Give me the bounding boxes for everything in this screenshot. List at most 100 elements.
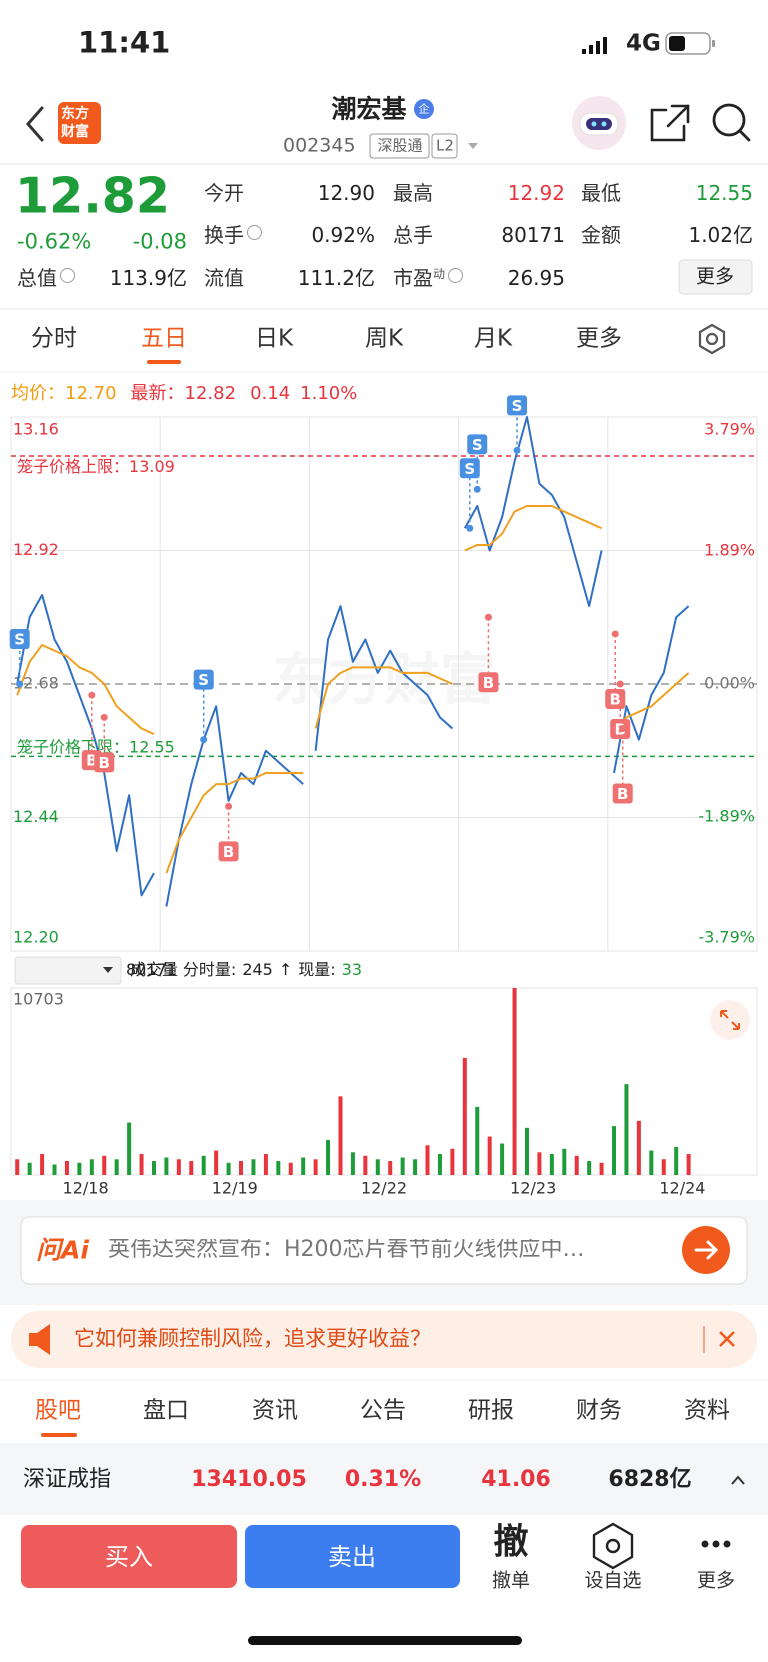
- volume-bar: [487, 1136, 492, 1175]
- volume-bar: [537, 1152, 542, 1175]
- y2-tick-label: -1.89%: [698, 807, 755, 826]
- more-label[interactable]: 更多: [696, 1569, 736, 1592]
- watch-label[interactable]: 设自选: [584, 1569, 642, 1592]
- buy-button[interactable]: [21, 1525, 237, 1588]
- stat-label: 总值: [17, 268, 75, 288]
- trade-side: S: [472, 436, 483, 454]
- tab[interactable]: 分时: [31, 325, 77, 352]
- trade-point: [473, 485, 481, 493]
- stat-label: 流值: [204, 266, 244, 290]
- back-button[interactable]: [26, 106, 44, 142]
- watch-icon[interactable]: [592, 1522, 634, 1570]
- cancel-label[interactable]: 撤单: [491, 1569, 531, 1592]
- limit-label-value: 12.55: [129, 737, 175, 756]
- tab[interactable]: 财务: [576, 1397, 622, 1424]
- expand-button[interactable]: [710, 1000, 750, 1040]
- volume-bar: [214, 1150, 219, 1175]
- badge: 企: [418, 102, 430, 116]
- volume-info-item: 245: [242, 960, 273, 979]
- trade-side: S: [14, 631, 25, 649]
- tab[interactable]: 五日: [141, 325, 187, 352]
- volume-bar: [413, 1159, 418, 1175]
- expand-chevron[interactable]: [731, 1475, 745, 1485]
- volume-bar: [524, 1127, 529, 1175]
- volume-bar: [587, 1161, 592, 1175]
- volume-bar: [15, 1159, 20, 1175]
- volume-info: 80171 分时量: 245 ↑ 现量: 33: [126, 962, 368, 978]
- buy-label[interactable]: 买入: [105, 1543, 153, 1571]
- banner-text[interactable]: 它如何兼顾控制风险，追求更好收益？: [74, 1326, 431, 1351]
- volume-bar: [549, 1154, 554, 1175]
- volume-bar: [500, 1143, 505, 1175]
- ai-prompt[interactable]: 英伟达突然宣布：H200芯片春节前火线供应中…: [108, 1239, 585, 1261]
- volume-bar: [27, 1162, 32, 1175]
- search-button[interactable]: [712, 103, 751, 142]
- volume-selector[interactable]: [14, 956, 122, 985]
- stat-value: 12.90: [317, 181, 375, 205]
- volume-bar: [375, 1159, 380, 1175]
- stat-label: 总手: [393, 223, 433, 247]
- close-button[interactable]: [719, 1331, 735, 1347]
- cancel-icon[interactable]: 撤: [493, 1522, 529, 1563]
- trade-badge: [507, 395, 528, 416]
- volume-bar: [674, 1147, 679, 1175]
- volume-bar: [425, 1145, 430, 1175]
- volume-info-item: 现量:: [298, 960, 336, 979]
- more-button[interactable]: 更多: [695, 265, 735, 288]
- assistant-avatar[interactable]: [572, 96, 626, 150]
- tab[interactable]: 周K: [364, 325, 404, 352]
- trade-point: [484, 613, 492, 621]
- tab[interactable]: 月K: [473, 325, 513, 352]
- network: 4G: [626, 30, 661, 57]
- trade-badge: [94, 752, 115, 773]
- change-pct: -0.62%: [17, 229, 92, 254]
- badge-bg: [414, 99, 434, 119]
- volume-bar: [52, 1164, 57, 1175]
- tab[interactable]: 研报: [468, 1397, 514, 1424]
- trade-point: [88, 691, 96, 699]
- banner[interactable]: [11, 1311, 757, 1368]
- trade-side: S: [464, 460, 475, 478]
- more-icon[interactable]: [701, 1540, 731, 1548]
- dropdown-icon[interactable]: [468, 143, 478, 149]
- trade-point: [513, 446, 521, 454]
- trade-side: B: [483, 674, 494, 692]
- stat-label: 换手: [204, 225, 262, 245]
- tab-underline: [41, 1433, 77, 1437]
- tab[interactable]: 日K: [254, 325, 294, 352]
- trade-side: B: [86, 752, 97, 770]
- tab[interactable]: 资料: [684, 1397, 730, 1424]
- share-button[interactable]: [650, 104, 690, 142]
- legend-value: 12.82: [184, 383, 237, 404]
- volume-frame: [10, 987, 758, 1176]
- index-value: 13410.05: [191, 1467, 307, 1492]
- settings-button[interactable]: [698, 323, 726, 355]
- chart-legend: 均价：12.70 最新：12.82 0.14 1.10%: [11, 385, 367, 403]
- volume-bar: [176, 1159, 181, 1175]
- more-button-bg[interactable]: [678, 259, 753, 295]
- stat-value: 80171: [501, 223, 565, 247]
- sell-button[interactable]: [245, 1525, 460, 1588]
- volume-selector-label[interactable]: 成交量: [130, 960, 179, 979]
- tab[interactable]: 更多: [576, 325, 622, 352]
- ai-search-box[interactable]: [20, 1216, 748, 1285]
- y-tick-label: 12.44: [13, 807, 59, 826]
- volume-info-item: 分时量:: [182, 960, 237, 979]
- x-tick-label: 12/24: [659, 1179, 705, 1198]
- dropdown-icon[interactable]: [103, 967, 113, 973]
- tab[interactable]: 盘口: [143, 1397, 189, 1424]
- tab[interactable]: 资讯: [252, 1397, 298, 1424]
- trade-side: B: [610, 690, 621, 708]
- volume-bar: [151, 1161, 156, 1175]
- volume-bar: [562, 1148, 567, 1175]
- stat-value: 1.02亿: [688, 223, 753, 247]
- volume-bar: [612, 1126, 617, 1175]
- app-logo: [58, 102, 101, 144]
- tab[interactable]: 公告: [360, 1397, 406, 1424]
- sell-label[interactable]: 卖出: [328, 1543, 376, 1571]
- legend-change: 0.14: [250, 383, 291, 404]
- tab[interactable]: 股吧: [35, 1397, 81, 1424]
- y2-tick-label: 1.89%: [704, 540, 755, 559]
